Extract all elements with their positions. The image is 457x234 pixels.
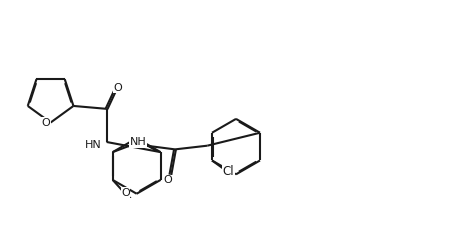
Text: O: O xyxy=(42,117,50,128)
Text: O: O xyxy=(113,83,122,93)
Text: HN: HN xyxy=(85,140,102,150)
Text: O: O xyxy=(121,188,130,198)
Text: O: O xyxy=(164,175,172,185)
Text: Cl: Cl xyxy=(223,165,234,178)
Text: NH: NH xyxy=(130,137,146,147)
